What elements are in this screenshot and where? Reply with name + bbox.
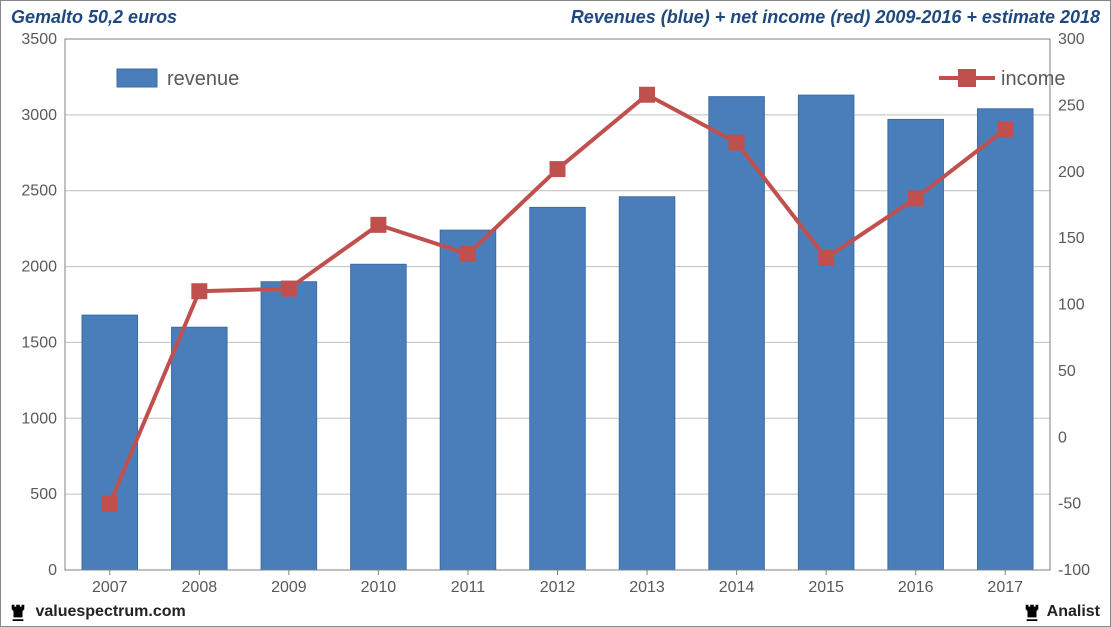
footer-left-text: valuespectrum.com: [35, 603, 185, 620]
bar: [977, 109, 1033, 570]
svg-text:2012: 2012: [540, 579, 576, 596]
svg-text:2016: 2016: [898, 579, 934, 596]
income-marker: [997, 121, 1013, 137]
svg-text:3000: 3000: [21, 107, 57, 124]
footer-left: valuespectrum.com: [9, 603, 186, 621]
chart-container: Gemalto 50,2 euros Revenues (blue) + net…: [0, 0, 1111, 627]
income-marker: [729, 135, 745, 151]
income-marker: [550, 161, 566, 177]
svg-text:2011: 2011: [451, 579, 486, 596]
svg-text:2015: 2015: [808, 579, 844, 596]
footer: valuespectrum.com Analist: [1, 600, 1110, 626]
legend-revenue-swatch: [117, 69, 157, 87]
bar: [351, 264, 407, 570]
footer-right: Analist: [1023, 603, 1100, 621]
svg-text:0: 0: [1058, 429, 1067, 446]
rook-icon: [1023, 603, 1041, 621]
svg-text:50: 50: [1058, 363, 1076, 380]
income-marker: [818, 250, 834, 266]
svg-text:2014: 2014: [719, 579, 755, 596]
legend-income-swatch: [958, 69, 976, 87]
income-marker: [102, 496, 118, 512]
svg-text:2007: 2007: [92, 579, 128, 596]
bar: [530, 207, 586, 570]
svg-text:-100: -100: [1058, 562, 1090, 579]
rook-icon: [9, 603, 27, 621]
svg-text:100: 100: [1058, 297, 1085, 314]
svg-text:1000: 1000: [21, 410, 57, 427]
bar: [888, 119, 944, 570]
svg-text:2008: 2008: [182, 579, 218, 596]
svg-text:2017: 2017: [987, 579, 1023, 596]
legend-income-label: income: [1001, 68, 1065, 90]
svg-text:-50: -50: [1058, 496, 1081, 513]
income-marker: [639, 87, 655, 103]
bar: [261, 282, 317, 570]
svg-text:150: 150: [1058, 230, 1085, 247]
legend-revenue-label: revenue: [167, 68, 239, 90]
svg-text:200: 200: [1058, 164, 1085, 181]
svg-text:250: 250: [1058, 97, 1085, 114]
svg-text:0: 0: [48, 562, 57, 579]
bar: [172, 327, 228, 570]
svg-text:300: 300: [1058, 31, 1085, 48]
header-right: Revenues (blue) + net income (red) 2009-…: [571, 7, 1100, 28]
svg-text:1500: 1500: [21, 334, 57, 351]
income-marker: [908, 190, 924, 206]
svg-text:2013: 2013: [629, 579, 665, 596]
income-marker: [281, 281, 297, 297]
footer-right-text: Analist: [1047, 603, 1100, 620]
bar: [619, 197, 675, 570]
svg-text:2000: 2000: [21, 259, 57, 276]
income-marker: [460, 246, 476, 262]
chart-svg: 0 500 1000 1500 2000 2500 3000 3500 -100 -50 0 50 10…: [7, 29, 1106, 604]
bar: [440, 230, 496, 570]
svg-text:2010: 2010: [361, 579, 397, 596]
svg-text:2009: 2009: [271, 579, 307, 596]
header: Gemalto 50,2 euros Revenues (blue) + net…: [1, 1, 1110, 31]
income-marker: [370, 217, 386, 233]
svg-text:3500: 3500: [21, 31, 57, 48]
chart-area: 0 500 1000 1500 2000 2500 3000 3500 -100 -50 0 50 10…: [7, 29, 1104, 602]
bar: [82, 315, 138, 570]
svg-text:2500: 2500: [21, 183, 57, 200]
header-left: Gemalto 50,2 euros: [11, 7, 177, 28]
svg-text:500: 500: [30, 486, 57, 503]
income-marker: [191, 283, 207, 299]
bar: [798, 95, 854, 570]
